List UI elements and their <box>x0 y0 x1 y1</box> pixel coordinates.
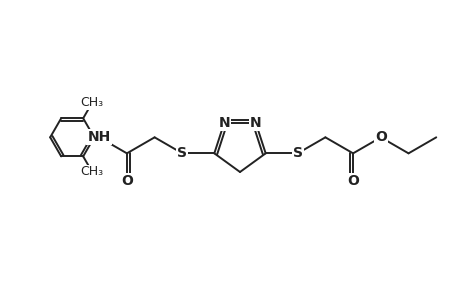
Text: O: O <box>347 174 358 188</box>
Text: N: N <box>250 116 261 130</box>
Text: S: S <box>177 146 187 160</box>
Text: O: O <box>374 130 386 144</box>
Text: CH₃: CH₃ <box>80 166 104 178</box>
Text: CH₃: CH₃ <box>80 96 104 109</box>
Text: S: S <box>292 146 302 160</box>
Text: N: N <box>218 116 230 130</box>
Text: O: O <box>121 174 133 188</box>
Text: NH: NH <box>87 130 111 144</box>
